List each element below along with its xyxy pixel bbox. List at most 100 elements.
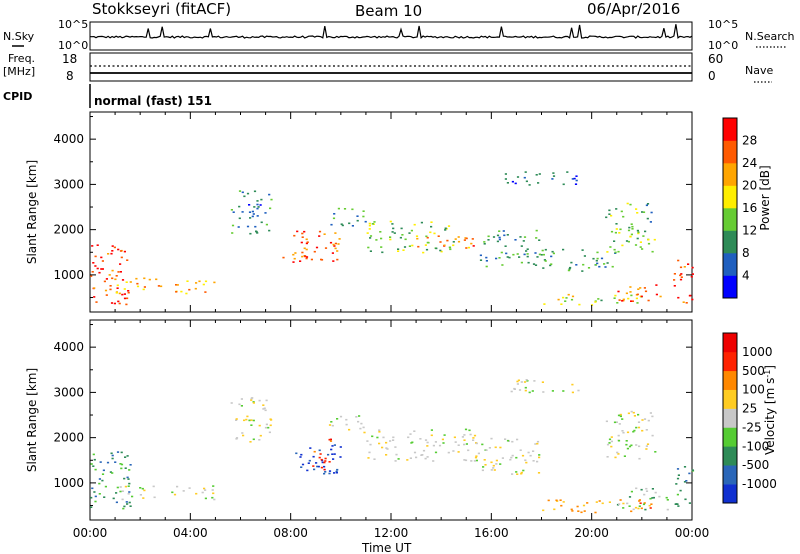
data-cell [649,221,652,223]
colorbar-segment [723,484,737,504]
data-cell [472,245,475,247]
data-cell [335,471,338,474]
data-cell [119,486,122,488]
data-cell [517,379,520,382]
data-cell [324,471,327,473]
data-cell [647,299,650,302]
data-cell [482,466,485,468]
data-cell [175,284,178,286]
data-cell [246,415,249,418]
data-cell [654,491,657,494]
data-cell [622,431,625,434]
data-cell [644,290,648,293]
data-cell [645,487,648,490]
data-cell [495,463,498,465]
data-cell [629,286,632,288]
data-cell [471,238,474,240]
data-cell [115,501,118,504]
data-cell [213,281,216,284]
data-cell [485,449,488,451]
data-cell [617,414,621,417]
data-cell [127,290,130,292]
data-cell [93,296,96,298]
data-cell [637,421,641,423]
data-cell [619,413,622,416]
data-cell [424,439,428,441]
data-cell [636,237,639,240]
data-cell [490,461,493,464]
data-cell [447,451,450,454]
data-cell [454,238,457,240]
data-cell [583,510,586,512]
data-cell [522,469,525,472]
data-cell [443,434,446,436]
data-cell [570,508,573,511]
data-cell [368,451,371,454]
velocity-colorbar: 1000 500 100 25 -25 -100 -500 -1000 [722,332,777,504]
data-cell [434,451,438,454]
data-cell [666,508,669,511]
data-cell [645,445,648,447]
colorbar-segment [723,465,737,485]
data-cell [117,271,120,273]
data-cell [516,473,519,475]
data-cell [371,435,374,438]
data-cell [232,211,235,213]
data-cell [560,504,563,507]
data-cell [613,240,616,242]
data-cell [577,389,580,392]
data-cell [504,173,507,175]
data-cell [119,271,122,273]
data-cell [690,275,693,278]
data-cell [501,457,504,459]
data-cell [115,292,118,294]
data-cell [452,450,455,452]
data-cell [98,482,101,485]
data-cell [129,505,132,507]
data-cell [483,459,486,461]
data-cell [622,507,625,509]
nsearch-tick-bottom: 10^0 [708,39,738,52]
data-cell [153,496,156,499]
data-cell [185,292,188,295]
data-cell [98,493,101,495]
data-cell [348,222,351,225]
data-cell [618,423,621,425]
data-cell [542,391,545,393]
data-cell [618,503,621,505]
data-cell [139,494,142,496]
data-cell [248,204,251,206]
data-cell [331,453,334,455]
data-cell [613,421,617,424]
colorbar-tick-label: -100 [742,439,769,453]
nsearch-label: N.Search [745,30,795,43]
nsky-trace [90,24,693,39]
colorbar-segment [723,208,737,231]
data-cell [613,297,616,299]
data-cell [511,180,514,183]
data-cell [567,269,570,272]
data-cell [385,441,388,444]
data-cell [121,490,124,492]
data-cell [485,265,488,268]
data-cell [111,454,114,457]
data-cell [300,466,303,468]
data-cell [98,271,101,274]
data-cell [305,256,309,258]
data-cell [617,453,620,455]
data-cell [630,510,633,513]
data-cell [330,223,333,226]
data-cell [638,505,641,507]
data-cell [475,442,478,445]
data-cell [481,443,484,446]
data-cell [104,289,108,292]
colorbar-segment [723,333,737,353]
data-cell [550,255,553,258]
data-cell [109,471,112,473]
data-cell [637,288,640,290]
data-cell [252,401,255,403]
data-cell [204,280,208,283]
data-cell [358,415,361,417]
data-cell [256,200,259,202]
data-cell [366,232,369,234]
